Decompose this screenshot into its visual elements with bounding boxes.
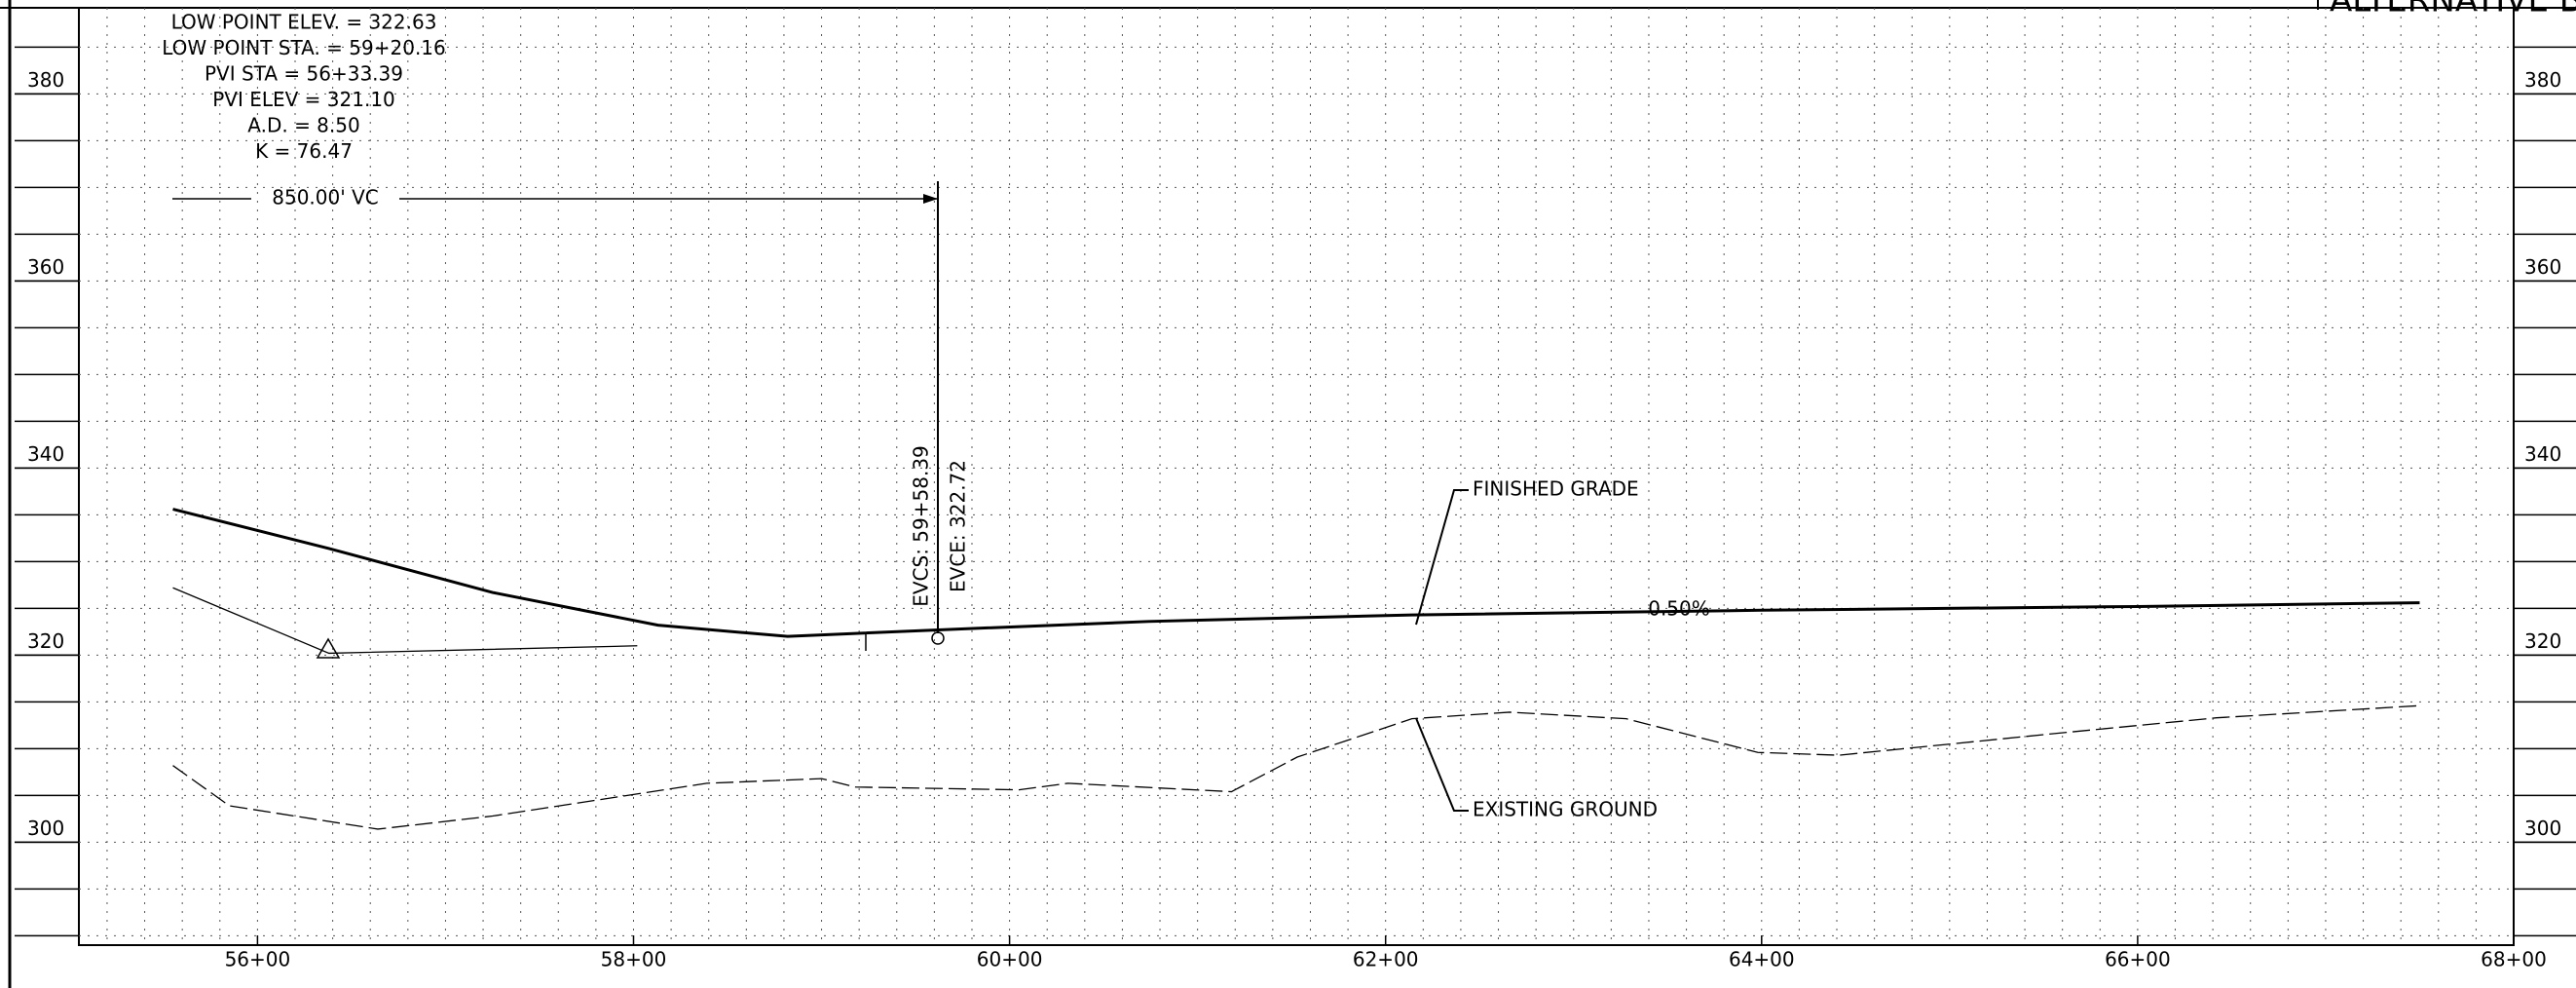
curve-data: LOW POINT ELEV. = 322.63 xyxy=(171,11,437,34)
grade-label: FINISHED GRADE xyxy=(1473,477,1639,501)
x-tick-label: 56+00 xyxy=(225,948,291,971)
plot-frame xyxy=(78,7,2515,946)
profile-line xyxy=(172,704,2420,830)
y-tick-label: 320 xyxy=(2524,629,2561,653)
curve-data: PVI STA = 56+33.39 xyxy=(205,62,403,86)
y-tick-label: 340 xyxy=(2524,442,2561,466)
ground-leader xyxy=(1415,717,1469,812)
y-tick-label: 380 xyxy=(2524,68,2561,92)
y-tick-label: 320 xyxy=(27,629,64,653)
vc-arrow xyxy=(923,194,938,204)
x-tick-label: 68+00 xyxy=(2481,948,2547,971)
curve-data: LOW POINT STA. = 59+20.16 xyxy=(162,36,446,59)
ground-label: EXISTING GROUND xyxy=(1473,798,1658,821)
curve-data: A.D. = 8.50 xyxy=(247,114,359,137)
evcs-label: EVCS: 59+58.39 xyxy=(910,445,933,607)
pvi-marker xyxy=(316,637,341,659)
y-tick-label: 360 xyxy=(2524,255,2561,279)
y-tick-label: 360 xyxy=(27,255,64,279)
curve-data: K = 76.47 xyxy=(255,139,353,163)
x-tick-label: 58+00 xyxy=(601,948,667,971)
grade-leader xyxy=(1415,489,1469,626)
y-tick-label: 340 xyxy=(27,442,64,466)
x-tick-label: 66+00 xyxy=(2105,948,2171,971)
slope-label: 0.50% xyxy=(1648,597,1710,621)
curve-data: PVI ELEV = 321.10 xyxy=(212,88,395,111)
y-tick-label: 380 xyxy=(27,68,64,92)
y-tick-label: 300 xyxy=(2524,817,2561,840)
vc-label: 850.00' VC xyxy=(272,186,378,209)
profile-line xyxy=(172,587,638,655)
evc-marker xyxy=(931,631,945,645)
x-tick-label: 62+00 xyxy=(1353,948,1419,971)
sheet-title: ALTERNATIVE B xyxy=(2330,0,2576,20)
evce-label: EVCE: 322.72 xyxy=(947,460,970,592)
y-tick-label: 300 xyxy=(27,817,64,840)
x-tick-label: 64+00 xyxy=(1729,948,1795,971)
x-tick-label: 60+00 xyxy=(977,948,1043,971)
